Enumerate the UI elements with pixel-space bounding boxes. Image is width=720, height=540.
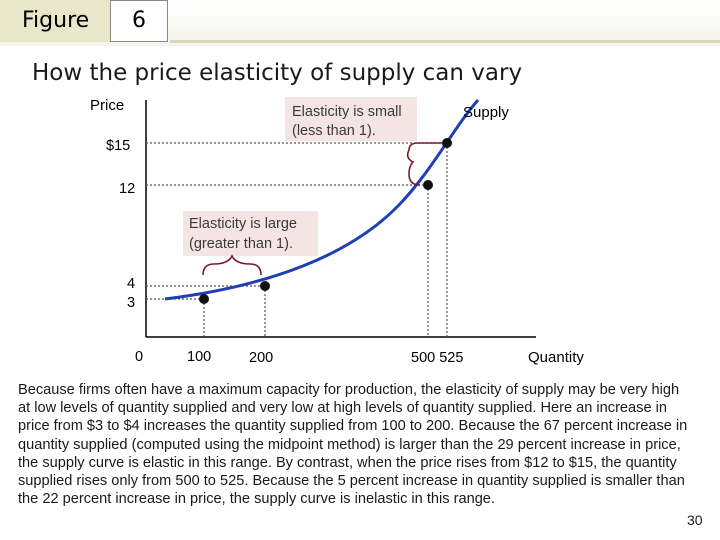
elastic-note-line2: (greater than 1). (189, 236, 293, 252)
x-axis-label: Quantity (528, 349, 584, 366)
elastic-note-line1: Elasticity is large (189, 216, 297, 232)
supply-chart: Elasticity is small (less than 1). Elast… (90, 97, 584, 366)
inelastic-note-bg (285, 97, 417, 141)
x-tick-0: 0 (135, 349, 143, 365)
y-tick-15: $15 (106, 138, 130, 154)
inelastic-note-line1: Elasticity is small (292, 104, 402, 120)
y-tick-3: 3 (127, 295, 135, 311)
figure-number: 6 (110, 0, 168, 42)
inelastic-note-line2: (less than 1). (292, 123, 376, 139)
page-number: 30 (687, 512, 703, 528)
supply-point-525 (442, 138, 452, 148)
supply-point-100 (199, 294, 209, 304)
x-tick-100: 100 (187, 349, 211, 365)
elastic-note-bg (183, 211, 318, 256)
y-tick-4: 4 (127, 276, 135, 292)
data-points (199, 138, 452, 304)
chart-title: How the price elasticity of supply can v… (32, 60, 523, 86)
x-tick-200: 200 (249, 350, 273, 366)
supply-curve (164, 99, 480, 301)
y-axis-label: Price (90, 97, 124, 114)
inelastic-brace (406, 142, 444, 186)
supply-point-200 (260, 281, 270, 291)
header-divider (170, 40, 720, 43)
supply-curve-label: Supply (463, 104, 509, 121)
elastic-brace (202, 254, 262, 276)
figure-label: Figure (0, 0, 110, 42)
x-tick-500-525: 500 525 (411, 350, 463, 366)
figure-caption: Because firms often have a maximum capac… (18, 382, 688, 508)
supply-point-500 (423, 180, 433, 190)
y-tick-12: 12 (119, 181, 135, 197)
